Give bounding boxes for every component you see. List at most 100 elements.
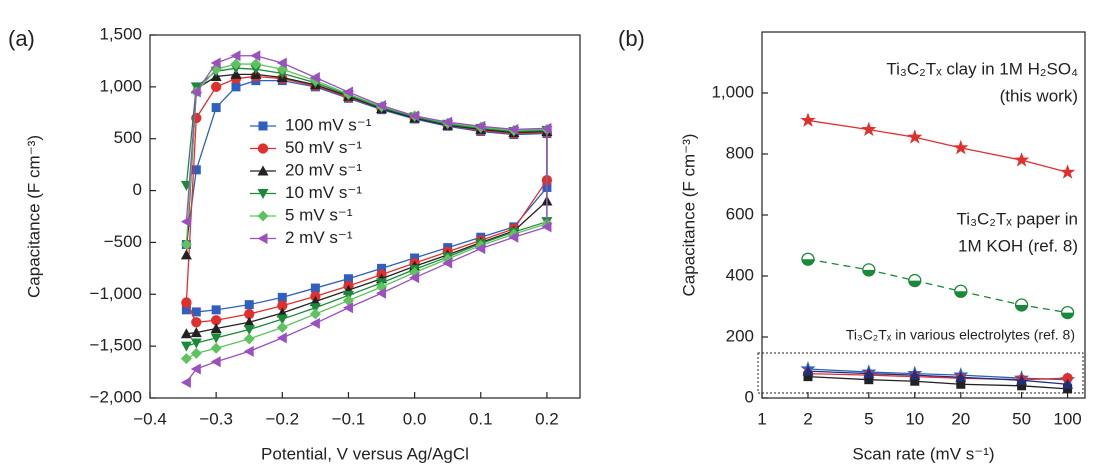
marker [257,233,268,244]
marker [190,327,202,338]
marker [210,342,222,354]
x-tick-label: 0.0 [403,409,427,428]
marker [181,297,192,308]
x-tick-label: −0.3 [199,409,233,428]
marker [180,328,192,339]
marker [258,121,268,131]
marker [309,308,321,320]
marker [541,221,552,233]
marker-half-fill [1015,304,1028,311]
legend-label: 50 mV s⁻¹ [285,138,362,157]
marker [802,365,814,376]
marker [508,231,519,243]
marker [1016,374,1028,385]
marker [191,307,201,317]
marker [231,82,241,92]
x-tick-label: −0.4 [133,409,167,428]
x-tick-label: −0.2 [266,409,300,428]
y-tick-label: 0 [133,180,142,199]
marker [475,243,486,255]
y-tick-label: 600 [726,204,754,223]
marker [410,253,420,263]
y-tick-label: 500 [114,128,142,147]
y-axis-label: Capacitance (F cm⁻³) [679,134,698,297]
x-tick-label: 0.2 [535,409,559,428]
annotation: (this work) [1000,86,1078,105]
marker [1017,381,1027,391]
marker [276,321,288,333]
marker [190,363,201,375]
marker [180,239,192,251]
group-box [757,352,1084,394]
marker [541,122,552,134]
marker [211,305,221,315]
legend-label: 100 mV s⁻¹ [285,115,372,134]
marker [955,371,967,382]
marker [276,332,287,344]
marker [250,50,261,62]
x-axis-label: Potential, V versus Ag/AgCl [261,444,469,463]
marker [276,57,287,69]
plot-frame [761,31,1086,399]
marker [180,249,192,260]
series-line [807,372,1068,381]
x-tick-label: 2 [803,409,812,428]
y-tick-label: 800 [726,143,754,162]
x-tick-label: 20 [951,409,970,428]
legend-label: 10 mV s⁻¹ [285,183,362,202]
y-axis-label: Capacitance (F cm⁻³) [24,135,43,298]
marker-half-fill [1061,312,1074,319]
marker [211,81,222,93]
marker [211,103,221,113]
marker [180,341,192,352]
marker [180,353,192,365]
x-tick-label: 5 [864,409,873,428]
annotation: 1M KOH (ref. 8) [958,236,1078,255]
marker [310,283,320,293]
marker [190,347,202,359]
marker [1059,164,1076,179]
marker [861,121,877,137]
marker [230,68,242,79]
marker [376,287,387,299]
marker [180,216,191,228]
marker [907,129,923,144]
marker [277,292,287,302]
marker [191,165,201,175]
x-tick-label: 0.1 [469,409,493,428]
marker-half-fill [954,291,967,298]
marker [180,376,191,388]
series-line [807,368,1068,381]
y-tick-label: −2,000 [90,387,142,406]
marker [257,165,269,176]
annotation: Ti₃C₂Tₓ paper in [957,209,1078,228]
marker [442,116,453,128]
marker [800,112,816,127]
marker [342,86,353,98]
marker [956,379,966,389]
marker [250,58,262,70]
marker [243,316,255,327]
marker [1062,378,1074,389]
legend-label: 2 mV s⁻¹ [285,228,353,247]
y-tick-label: 400 [726,265,754,284]
x-tick-label: −0.1 [332,409,366,428]
y-tick-label: 200 [726,326,754,345]
marker [376,100,387,112]
marker [276,314,288,325]
legend-label: 5 mV s⁻¹ [285,205,353,224]
marker [309,317,320,329]
marker-half-fill [862,269,875,276]
marker [230,50,241,62]
marker [864,375,874,385]
annotation: Ti₃C₂Tₓ clay in 1M H₂SO₄ [886,59,1078,78]
marker [181,305,191,315]
marker [191,317,202,328]
x-axis-label: Scan rate (mV s⁻¹) [852,444,994,463]
marker [1063,384,1073,394]
marker [409,272,420,284]
marker [442,257,453,269]
marker-half-fill [908,280,921,287]
marker [1013,152,1030,167]
